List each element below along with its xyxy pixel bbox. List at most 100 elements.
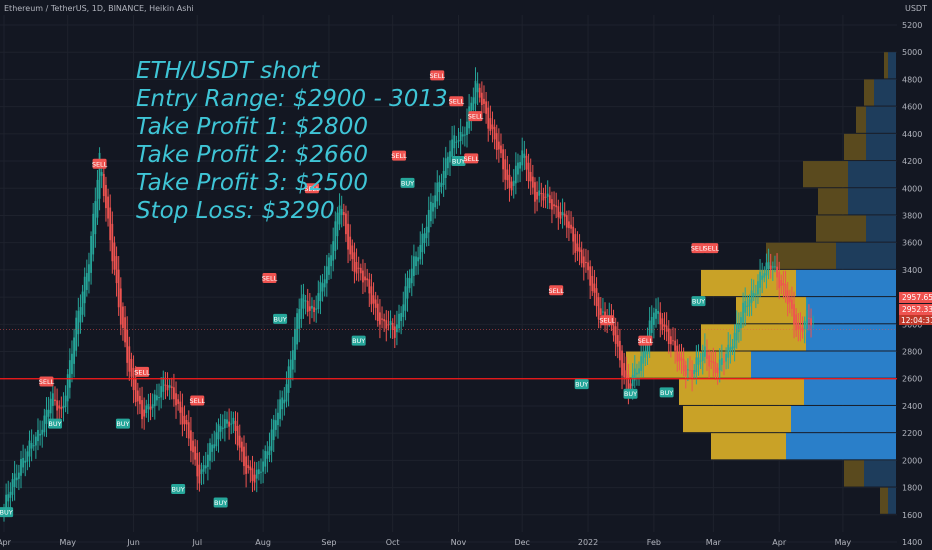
candle-body [733,332,736,348]
candle-body [376,303,379,322]
candle-body [168,385,171,388]
candle-body [124,317,126,343]
sell-signal: SELL [463,153,479,164]
candle-body [389,321,392,325]
candle-body [54,399,56,402]
candle-body [64,395,67,407]
candle-body [274,420,277,430]
candle-body [478,87,481,98]
candle-body [79,307,82,323]
candle-body [209,442,211,461]
candle-body [45,409,48,424]
candle-body [434,195,437,208]
candle-body [240,441,243,452]
candle-body [746,305,749,307]
candle-body [56,400,58,411]
candle-body [381,318,383,320]
candle-body [652,312,655,325]
candle-body [192,440,194,453]
candle-body [128,346,131,372]
candle-body [81,291,84,315]
volume-profile-bar-up [866,106,896,133]
buy-signal-box [691,296,706,307]
candle-body [285,384,288,402]
time-tick-label: May [59,538,76,547]
candle-body [440,183,443,187]
volume-profile-bar-down [679,378,804,405]
sell-signal-label: SELL [599,317,615,325]
candle-body [345,213,347,235]
candle-body [548,195,551,204]
candle-body [379,312,381,325]
candle-body [328,257,330,275]
candle-body [34,436,37,446]
candle-body [508,174,511,189]
sell-signal: SELL [190,395,205,406]
volume-profile-bar-up [866,215,896,242]
candle-body [672,340,674,342]
sell-signal-box [304,183,319,194]
horizontal-line-layer [0,329,897,380]
candle-body [347,223,349,250]
candle-body [774,266,776,268]
candle-body [487,107,490,129]
candle-body [534,182,536,202]
sell-signal-label: SELL [691,245,707,253]
candle-body [73,337,75,364]
sell-signal-box [704,243,719,254]
buy-signal-label: BUY [0,509,13,517]
candle-body [542,193,545,201]
buy-signal: BUY [400,177,415,188]
candle-body [697,357,700,365]
candle-body [801,327,804,332]
candle-body [85,273,88,290]
price-tick-label: 1600 [902,511,922,520]
candle-body [291,350,294,370]
sell-signal: SELL [304,183,320,194]
price-tick-label: 2600 [902,375,922,384]
time-tick-label: Dec [514,538,529,547]
candle-body [657,311,660,314]
candle-body [729,347,732,352]
candle-body [663,324,666,327]
candle-body [226,419,228,424]
candle-body [185,419,188,425]
buy-signal-label: BUY [401,179,414,187]
candle-body [754,293,757,295]
candle-body [810,318,812,326]
candle-body [557,206,560,218]
candle-body [568,221,570,229]
candle-body [693,370,696,374]
candle-body [585,261,587,263]
candle-body [457,140,460,142]
candle-body [247,465,250,469]
candle-body [780,280,783,286]
candle-body [553,204,555,207]
candle-body [442,171,445,186]
candle-body [659,312,662,325]
volume-profile-bar-down [844,460,864,487]
candle-body [130,358,133,377]
sell-signal-box [39,376,54,387]
candle-body [744,301,747,313]
candle-body [100,172,103,176]
time-tick-label: Mar [706,538,722,547]
candle-body [580,249,583,264]
candle-body [334,221,337,251]
candle-body [629,383,632,389]
candle-body [353,252,356,272]
candle-body [308,306,311,311]
sell-signal-box [190,395,205,406]
candle-body [644,350,647,358]
candle-body [26,451,29,462]
sell-signal-box [600,315,615,326]
candle-body [58,405,61,409]
candle-body [183,415,186,425]
candle-body [740,317,742,329]
candle-body [96,179,99,218]
sell-signal: SELL [39,376,55,387]
price-tick-label: 2400 [902,402,922,411]
sell-signal-label: SELL [304,185,320,193]
candle-body [640,356,643,371]
last-price-tag: 2957.65 [902,293,932,302]
